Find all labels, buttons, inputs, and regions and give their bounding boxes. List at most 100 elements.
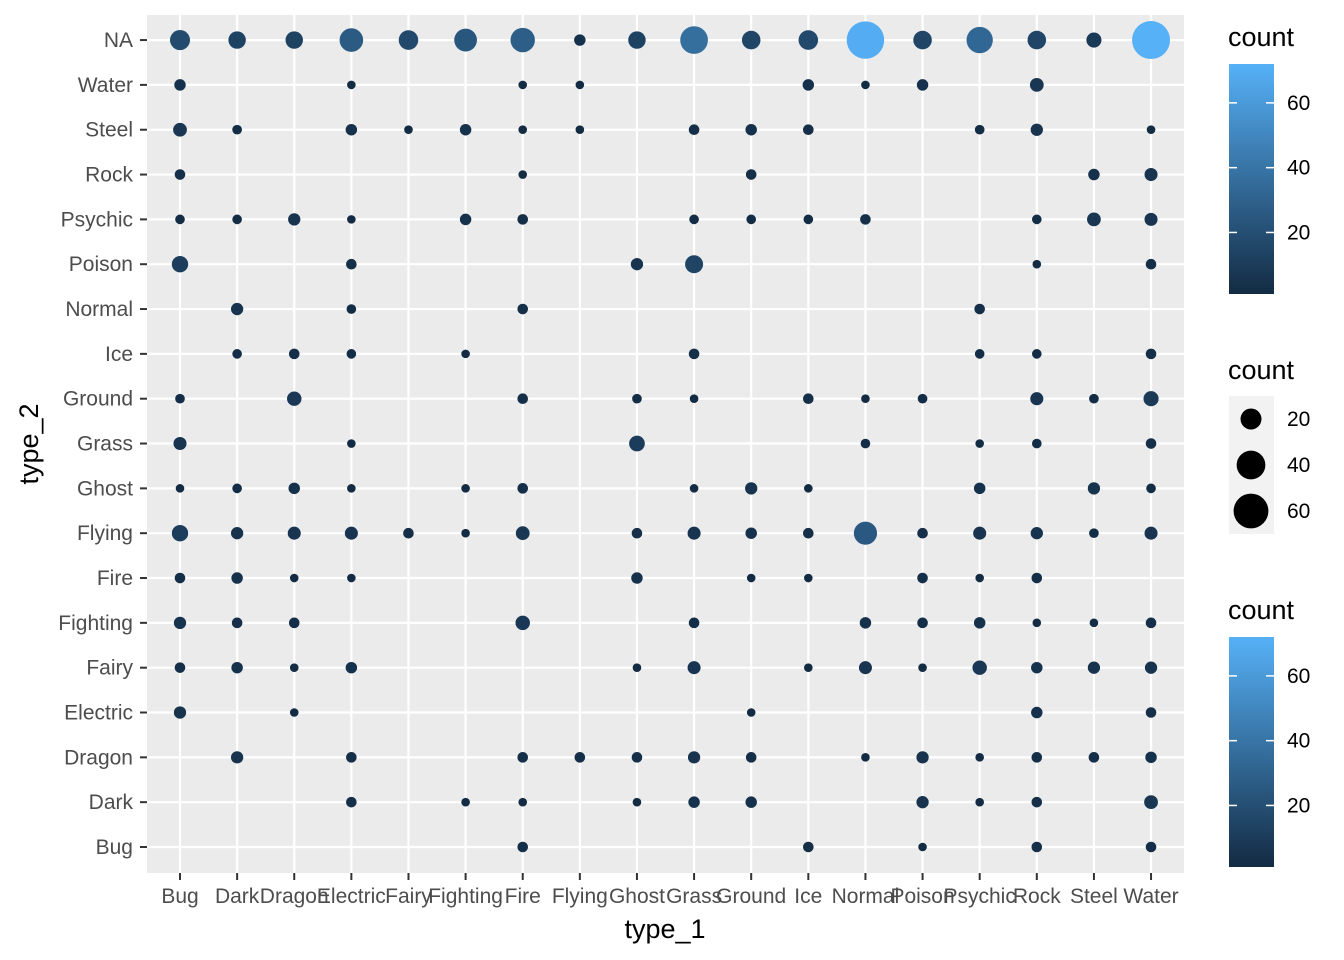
size-legend: count 20 40 60 xyxy=(1228,355,1310,534)
data-point xyxy=(974,303,985,315)
data-point xyxy=(515,526,530,541)
data-point xyxy=(798,30,819,50)
data-point xyxy=(975,797,984,807)
data-point xyxy=(459,213,472,226)
data-point xyxy=(232,214,242,225)
data-point xyxy=(688,124,700,136)
data-point xyxy=(574,34,586,46)
data-point xyxy=(803,124,814,136)
data-point xyxy=(404,125,413,135)
data-point xyxy=(347,80,356,90)
y-axis-title: type_2 xyxy=(14,403,44,484)
data-point xyxy=(344,526,358,540)
data-point xyxy=(803,527,814,539)
data-point xyxy=(230,751,244,764)
colorbar-label: 40 xyxy=(1287,157,1310,180)
data-point xyxy=(853,521,878,545)
data-point xyxy=(972,660,987,675)
x-axis-title: type_1 xyxy=(624,914,705,944)
data-point xyxy=(689,394,699,404)
data-point xyxy=(1145,751,1157,764)
data-point xyxy=(916,796,929,809)
data-point xyxy=(1144,795,1158,810)
y-tick-label: Rock xyxy=(85,164,133,187)
data-point xyxy=(1089,618,1099,628)
data-point xyxy=(1031,438,1042,449)
y-tick-label: NA xyxy=(104,29,133,52)
data-point xyxy=(289,573,299,583)
data-point xyxy=(917,393,928,404)
data-point xyxy=(517,483,529,494)
y-tick-label: Water xyxy=(78,74,133,97)
data-point xyxy=(1132,21,1171,60)
x-tick-label: Steel xyxy=(1070,885,1118,908)
data-point xyxy=(461,349,470,359)
y-tick-label: Ice xyxy=(105,343,133,366)
data-point xyxy=(288,482,300,495)
data-point xyxy=(230,302,244,316)
data-point xyxy=(287,526,301,540)
data-point xyxy=(1087,482,1101,495)
x-tick-label: Water xyxy=(1123,885,1178,908)
data-point xyxy=(685,255,704,274)
data-point xyxy=(346,304,357,314)
data-point xyxy=(631,572,643,584)
x-tick-label: Grass xyxy=(666,885,722,908)
data-point xyxy=(403,527,414,539)
size-legend-label: 40 xyxy=(1287,454,1310,477)
data-point xyxy=(173,437,187,451)
data-point xyxy=(517,393,529,405)
data-point xyxy=(861,394,870,404)
y-tick-label: Ground xyxy=(63,388,133,411)
y-tick-label: Dark xyxy=(89,791,134,814)
data-point xyxy=(175,214,185,225)
y-tick-label: Ghost xyxy=(77,477,133,500)
data-point xyxy=(288,617,300,629)
data-point xyxy=(1031,572,1043,584)
legend-title: count xyxy=(1228,595,1295,625)
colorbar-label: 40 xyxy=(1287,730,1310,753)
data-point xyxy=(575,125,585,135)
data-point xyxy=(1145,707,1157,718)
data-point xyxy=(173,616,187,629)
data-point xyxy=(454,28,477,52)
data-point xyxy=(232,349,242,359)
data-point xyxy=(975,753,984,762)
data-point xyxy=(741,30,761,50)
data-point xyxy=(918,663,927,672)
data-point xyxy=(1145,841,1157,853)
data-point xyxy=(346,349,357,359)
data-point xyxy=(1146,125,1156,135)
data-point xyxy=(518,80,528,90)
colorbar-label: 20 xyxy=(1287,794,1310,817)
data-point xyxy=(802,79,815,91)
data-point xyxy=(174,662,186,673)
x-tick-label: Dark xyxy=(215,885,260,908)
data-point xyxy=(1088,168,1100,181)
data-point xyxy=(288,213,301,226)
data-point xyxy=(346,258,357,270)
x-tick-label: Flying xyxy=(552,885,608,908)
data-point xyxy=(687,751,701,764)
data-point xyxy=(973,482,986,495)
data-point xyxy=(175,393,185,404)
x-tick-label: Ghost xyxy=(609,885,665,908)
size-legend-label: 60 xyxy=(1287,500,1310,523)
data-point xyxy=(459,123,472,136)
data-point xyxy=(629,435,645,452)
x-tick-label: Rock xyxy=(1013,885,1061,908)
y-tick-label: Normal xyxy=(65,298,133,321)
data-point xyxy=(574,752,586,763)
data-point xyxy=(231,572,243,584)
data-point xyxy=(746,573,756,583)
data-point xyxy=(861,80,870,90)
data-point xyxy=(975,573,984,583)
data-point xyxy=(285,31,303,49)
data-point xyxy=(1145,617,1157,629)
data-point xyxy=(917,572,928,584)
data-point xyxy=(1086,32,1102,48)
data-point xyxy=(1145,438,1157,449)
data-point xyxy=(745,752,757,763)
data-point xyxy=(1087,661,1101,674)
